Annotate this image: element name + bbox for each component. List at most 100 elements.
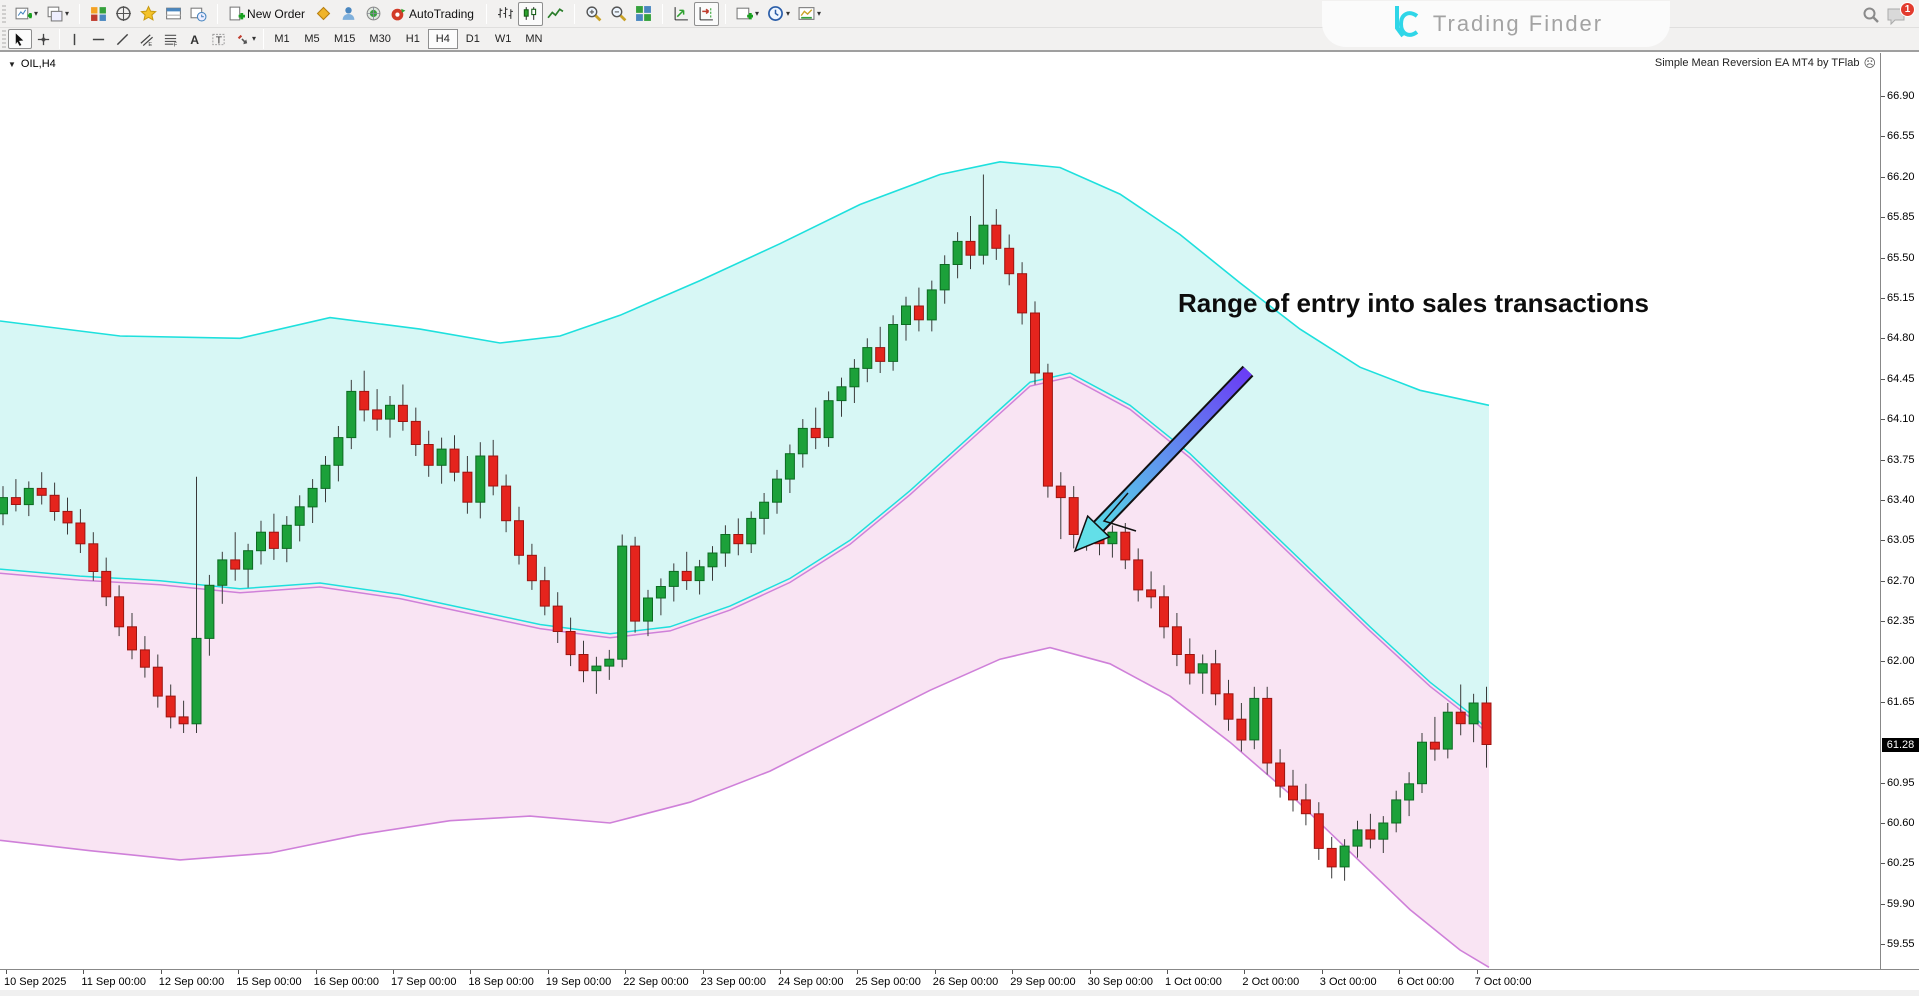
new-window-button[interactable]: ▾ [732, 2, 763, 26]
market-watch-button[interactable] [86, 2, 111, 26]
price-tick-label: 63.05 [1887, 534, 1915, 547]
toolbar-separator [485, 3, 487, 24]
timeframe-w1-button[interactable]: W1 [488, 29, 519, 49]
price-tick [1881, 378, 1885, 380]
bar-chart-button[interactable] [493, 2, 518, 26]
time-tick [1321, 970, 1323, 974]
time-tick [1012, 970, 1014, 974]
timeframe-m1-button[interactable]: M1 [267, 29, 297, 49]
price-tick-label: 59.90 [1887, 897, 1915, 910]
time-tick-label: 17 Sep 00:00 [391, 976, 457, 988]
timeframe-m30-button[interactable]: M30 [362, 29, 397, 49]
fibonacci-tool-button[interactable]: F [159, 29, 183, 49]
news-icon [366, 6, 381, 21]
zoom-in-button[interactable] [581, 2, 606, 26]
auto-scroll-button[interactable] [669, 2, 694, 26]
vertical-line-tool-button[interactable] [63, 29, 87, 49]
top-right-icons: 1 [1862, 2, 1915, 31]
price-tick [1881, 419, 1885, 421]
crosshair-tool-button[interactable] [32, 29, 56, 49]
annotation-arrow[interactable] [1073, 365, 1254, 553]
dropdown-arrow-icon: ▾ [65, 8, 70, 18]
profiles-button[interactable]: ▾ [42, 2, 73, 26]
trendline-tool-button[interactable] [111, 29, 135, 49]
text-label-tool-button[interactable]: T [207, 29, 231, 49]
price-tick [1881, 338, 1885, 340]
candle-chart-button[interactable] [517, 1, 543, 26]
tile-windows-button[interactable] [631, 2, 656, 26]
annotation-text[interactable]: Range of entry into sales transactions [1178, 288, 1650, 318]
time-tick [1399, 970, 1401, 974]
community-button[interactable] [336, 2, 361, 26]
time-tick [160, 970, 162, 974]
price-tick-label: 65.85 [1887, 211, 1915, 224]
notifications[interactable]: 1 [1886, 2, 1915, 31]
timeframe-h4-button[interactable]: H4 [427, 29, 458, 49]
arrows-icon [237, 34, 248, 44]
time-tick [702, 970, 704, 974]
symbol-name: OIL,H4 [20, 58, 56, 70]
time-tick [780, 970, 781, 974]
brand: Trading Finder [1322, 1, 1670, 47]
dropdown-arrow-icon: ▾ [34, 8, 39, 18]
time-tick [238, 970, 240, 974]
time-tick [857, 970, 859, 974]
chart-shift-button[interactable] [693, 1, 719, 26]
search-icon[interactable] [1862, 6, 1880, 24]
symbol-label[interactable]: ▼ OIL,H4 [8, 58, 56, 70]
periods-button[interactable]: ▾ [763, 2, 794, 26]
price-tick-label: 60.95 [1887, 776, 1915, 789]
toolbar-separator [217, 3, 219, 24]
price-tick-label: 64.80 [1887, 332, 1915, 345]
equidistant-channel-tool-button[interactable]: E [135, 29, 159, 49]
arrows-tool-button[interactable]: ▾ [231, 29, 260, 49]
time-axis[interactable]: 10 Sep 2025 11 Sep 00:00 12 Sep 00:00 15 Se… [0, 969, 1919, 991]
vertical-line-icon [73, 33, 76, 45]
time-tick [393, 970, 394, 974]
one-click-dropdown-icon[interactable]: ▼ [8, 59, 16, 69]
ea-smiley-icon[interactable]: ☹ [1863, 56, 1876, 70]
navigator-star-button[interactable] [136, 2, 161, 26]
metaeditor-button[interactable] [311, 2, 336, 26]
strategy-tester-button[interactable] [186, 2, 211, 26]
price-tick-label: 60.25 [1887, 857, 1915, 870]
community-icon [342, 7, 355, 20]
terminal-button[interactable] [161, 2, 186, 26]
time-tick [83, 970, 85, 974]
templates-button[interactable]: ▾ [794, 2, 825, 26]
price-tick [1881, 701, 1885, 703]
fibonacci-icon: F [164, 34, 178, 47]
chart-canvas[interactable] [0, 53, 1880, 969]
price-tick-label: 60.60 [1887, 817, 1915, 830]
time-tick [6, 970, 7, 974]
timeframe-mn-button[interactable]: MN [518, 29, 549, 49]
new-chart-icon [15, 7, 32, 20]
price-tick [1881, 863, 1885, 865]
new-order-button[interactable]: New Order [224, 2, 311, 26]
time-tick-label: 16 Sep 00:00 [313, 976, 380, 988]
toolbar-grip [2, 4, 6, 23]
price-tick [1881, 823, 1885, 825]
timeframe-d1-button[interactable]: D1 [458, 29, 488, 49]
ea-label: Simple Mean Reversion EA MT4 by TFlab ☹ [1590, 56, 1876, 70]
zoom-out-button[interactable] [606, 2, 631, 26]
text-tool-button[interactable]: A [183, 29, 207, 49]
line-chart-icon [547, 8, 564, 19]
line-chart-button[interactable] [543, 2, 568, 26]
auto-scroll-icon [674, 7, 688, 21]
autotrading-button[interactable]: AutoTrading [386, 2, 480, 26]
new-chart-button[interactable]: ▾ [11, 2, 42, 26]
news-button[interactable] [361, 2, 386, 26]
cursor-tool-button[interactable] [8, 29, 32, 49]
timeframe-m15-button[interactable]: M15 [327, 29, 362, 49]
horizontal-line-tool-button[interactable] [87, 29, 111, 49]
timeframe-h1-button[interactable]: H1 [398, 29, 428, 49]
timeframe-m5-button[interactable]: M5 [297, 29, 327, 49]
data-window-button[interactable] [111, 2, 136, 26]
price-axis[interactable]: 66.90 66.55 66.20 65.85 65.50 65.15 64.80 64.45… [1880, 53, 1919, 969]
price-tick-label: 62.00 [1887, 655, 1915, 668]
time-tick [625, 970, 627, 974]
ea-name: Simple Mean Reversion EA MT4 by TFlab [1654, 57, 1860, 69]
chart-window: ▼ OIL,H4 Simple Mean Reversion EA MT4 by… [0, 51, 1919, 991]
mean-reversion-bands [0, 160, 1490, 968]
